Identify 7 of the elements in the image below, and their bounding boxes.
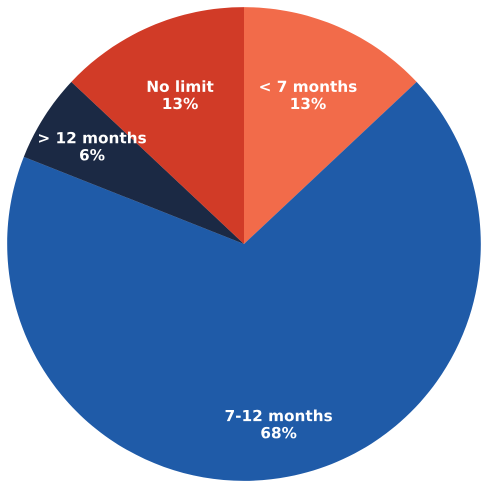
slice-label: 7-12 months (226, 410, 332, 422)
data-label: 13% (163, 98, 198, 110)
slice-label: No limit (148, 80, 214, 92)
data-label: 13% (291, 98, 326, 110)
data-label: 6% (80, 148, 105, 161)
data-label: 68% (261, 426, 296, 438)
slice-label: < 7 months (260, 80, 357, 92)
